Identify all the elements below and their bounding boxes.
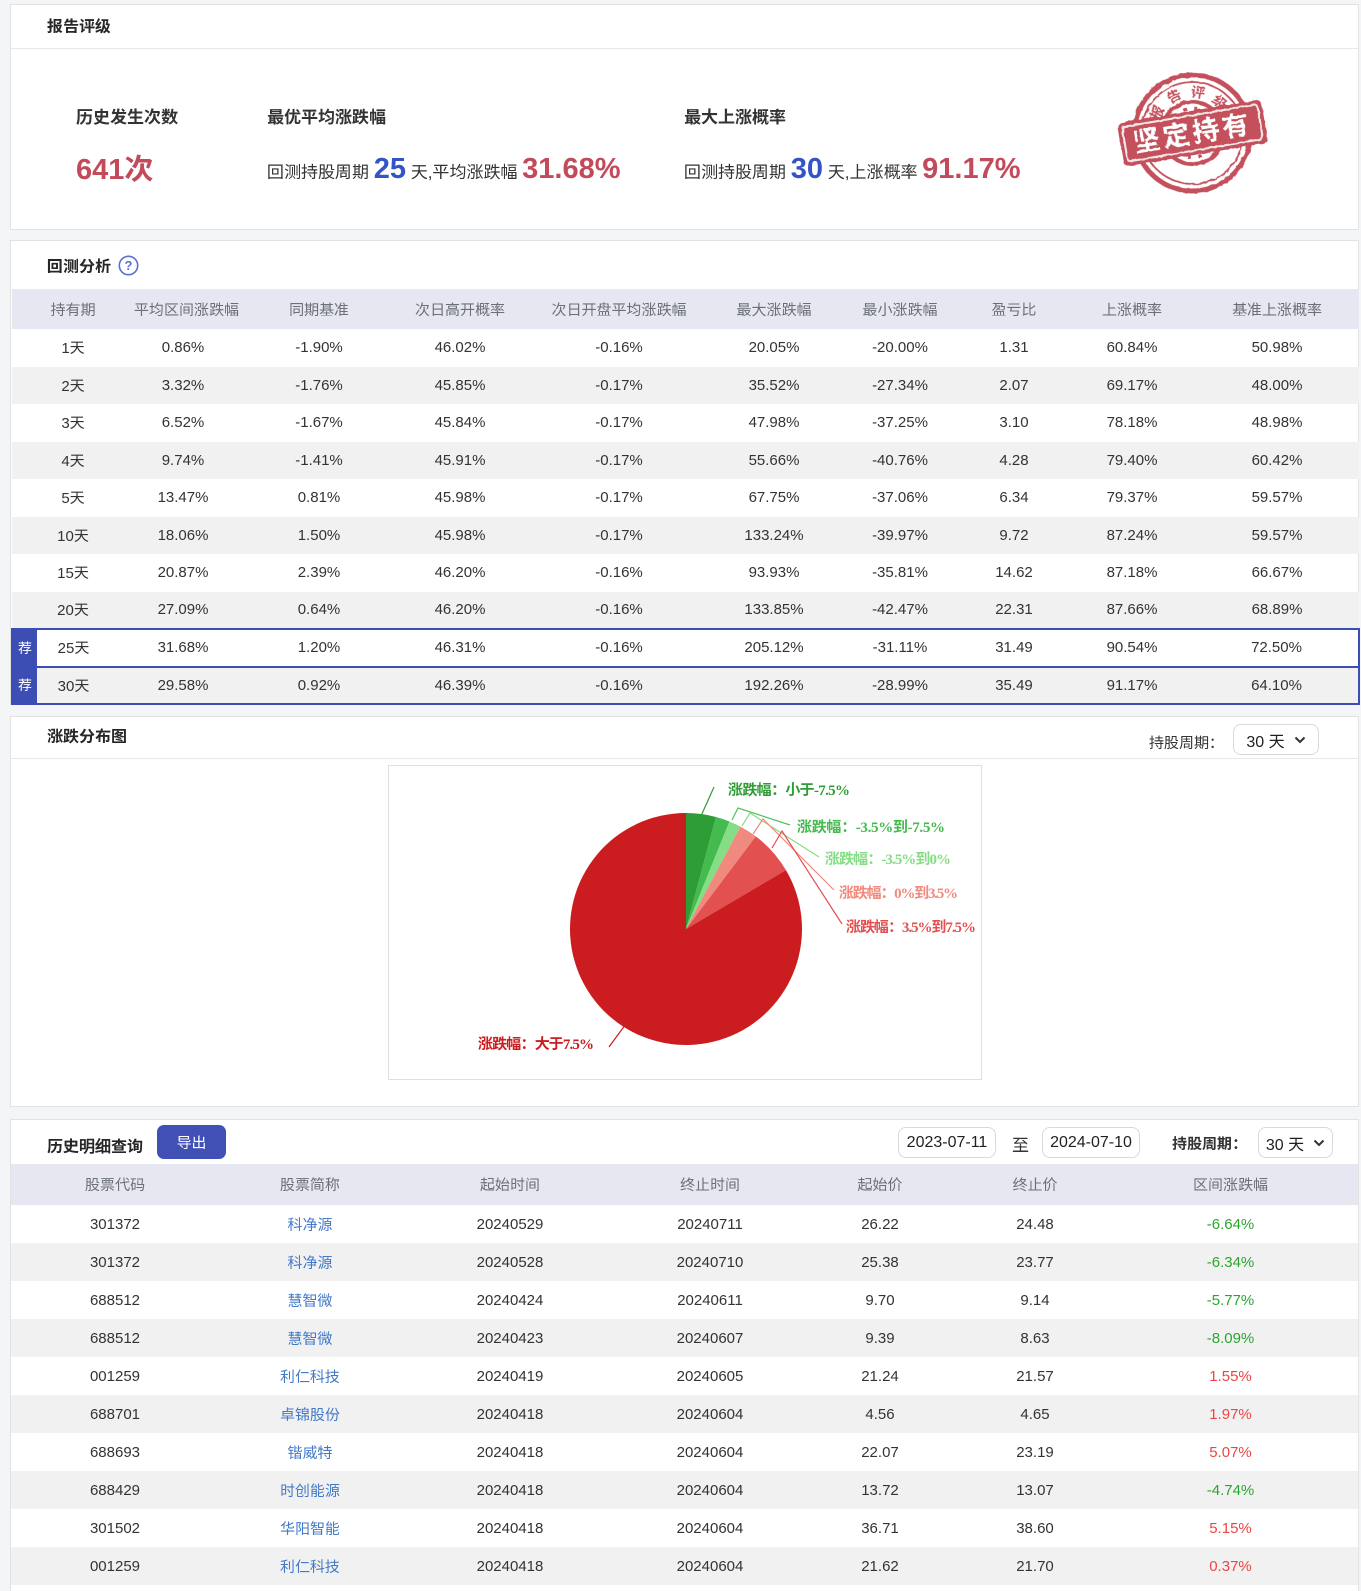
- svg-text:涨跌幅：-3.5%到0%: 涨跌幅：-3.5%到0%: [824, 848, 951, 869]
- svg-text:涨跌幅：0%到3.5%: 涨跌幅：0%到3.5%: [838, 882, 958, 903]
- svg-text:?: ?: [125, 258, 133, 273]
- svg-text:涨跌幅：-3.5%到-7.5%: 涨跌幅：-3.5%到-7.5%: [796, 816, 945, 837]
- svg-text:评: 评: [1190, 82, 1206, 104]
- svg-text:涨跌幅：小于-7.5%: 涨跌幅：小于-7.5%: [727, 779, 850, 800]
- svg-text:涨跌幅：3.5%到7.5%: 涨跌幅：3.5%到7.5%: [845, 916, 976, 937]
- svg-text:涨跌幅：大于7.5%: 涨跌幅：大于7.5%: [477, 1033, 594, 1054]
